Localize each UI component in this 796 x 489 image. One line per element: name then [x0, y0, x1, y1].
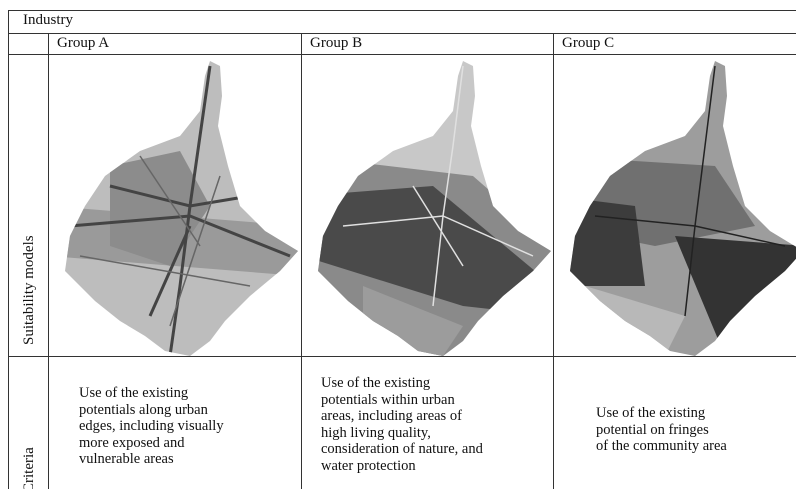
criteria-line: Use of the existing	[79, 385, 189, 401]
map-group-b	[318, 61, 551, 356]
criteria-line: Use of the existing	[596, 405, 706, 421]
row-label: Suitability models	[21, 235, 37, 345]
criteria-line: potential on fringes	[596, 421, 709, 438]
criteria-line: potentials along urban	[79, 401, 208, 418]
criteria-line: more exposed and	[79, 434, 185, 451]
criteria-text: Use of the existing potentials within urb…	[321, 375, 483, 474]
map-cell	[48, 54, 301, 356]
row-label-cell: Criteria	[8, 356, 48, 489]
map-group-c	[570, 61, 796, 356]
header-cell: Group A	[48, 33, 301, 54]
column-header: Group B	[310, 35, 363, 51]
criteria-line: consideration of nature, and	[321, 441, 483, 457]
criteria-line: potentials within urban	[321, 391, 455, 408]
column-header: Group C	[562, 35, 615, 51]
criteria-line: areas, including areas of	[321, 408, 462, 424]
title: Industry	[23, 12, 73, 28]
map-group-a	[65, 61, 298, 356]
criteria-text: Use of the existing potentials along urba…	[79, 385, 224, 468]
criteria-cell: Use of the existing potentials along urba…	[48, 356, 301, 489]
title-cell: Industry	[8, 10, 796, 33]
criteria-text: Use of the existing potential on fringes o…	[596, 405, 727, 455]
column-header: Group A	[57, 35, 110, 51]
map-cell	[553, 54, 796, 356]
criteria-line: of the community area	[596, 438, 727, 454]
row-label-cell: Suitability models	[8, 54, 48, 356]
map-cell	[301, 54, 553, 356]
criteria-cell: Use of the existing potentials within urb…	[301, 356, 553, 489]
criteria-line: edges, including visually	[79, 418, 224, 434]
header-cell: Group B	[301, 33, 553, 54]
criteria-cell: Use of the existing potential on fringes o…	[553, 356, 796, 489]
criteria-line: water protection	[321, 457, 416, 474]
criteria-line: Use of the existing	[321, 375, 431, 391]
criteria-line: high living quality,	[321, 424, 431, 441]
corner-cell	[8, 33, 48, 54]
header-cell: Group C	[553, 33, 796, 54]
criteria-line: vulnerable areas	[79, 451, 174, 467]
row-label: Criteria	[21, 447, 37, 489]
